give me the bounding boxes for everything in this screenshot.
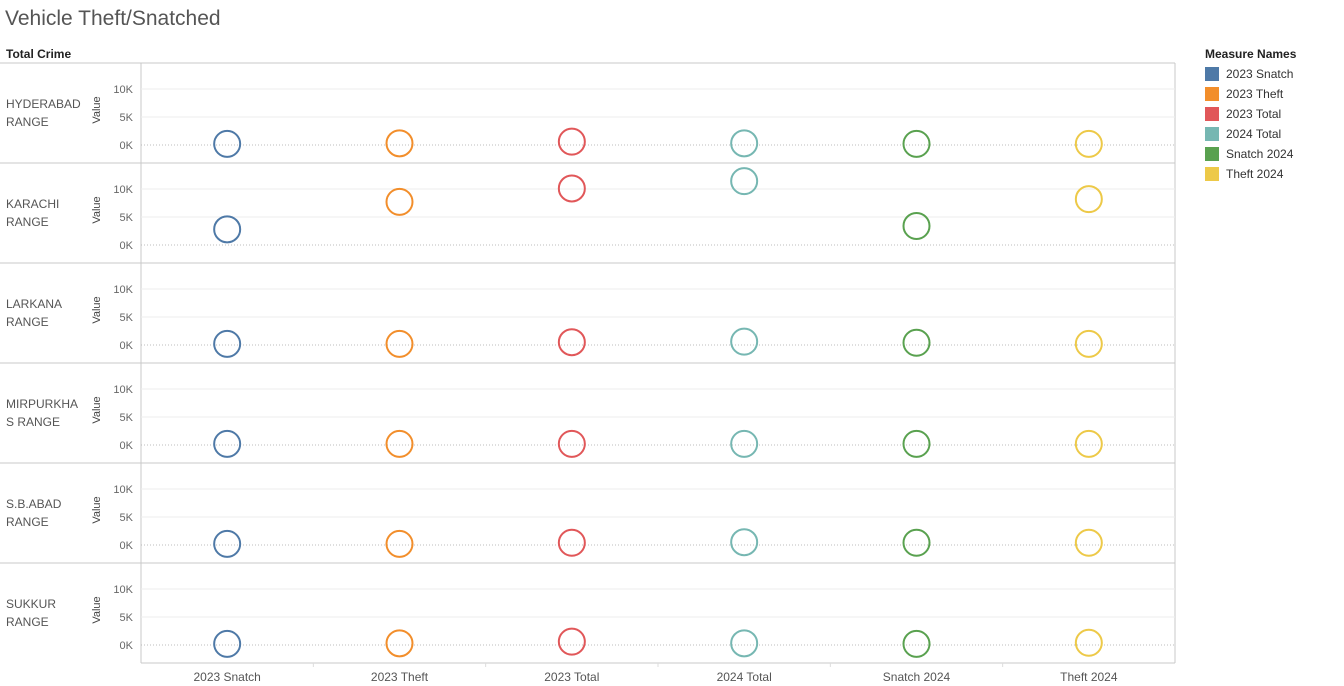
y-tick-label: 10K	[113, 184, 133, 196]
data-point[interactable]	[385, 187, 414, 216]
data-point[interactable]	[557, 429, 586, 458]
data-point[interactable]	[213, 429, 242, 458]
legend-label: Theft 2024	[1226, 167, 1284, 181]
data-point[interactable]	[557, 127, 586, 156]
data-point[interactable]	[1074, 628, 1103, 657]
row-header: Total Crime	[6, 47, 72, 61]
data-point[interactable]	[385, 329, 414, 358]
legend[interactable]: Measure Names 2023 Snatch 2023 Theft 2023 …	[1205, 47, 1296, 184]
y-axis-title: Value	[91, 96, 103, 123]
data-point[interactable]	[213, 629, 242, 658]
x-tick-label: Theft 2024	[1060, 670, 1118, 684]
legend-item[interactable]: 2023 Snatch	[1205, 64, 1296, 84]
data-point[interactable]	[385, 429, 414, 458]
y-tick-label: 0K	[120, 340, 134, 352]
legend-swatch	[1205, 127, 1219, 141]
y-tick-label: 10K	[113, 84, 133, 96]
x-tick-label: 2023 Total	[544, 670, 599, 684]
y-tick-label: 5K	[120, 612, 134, 624]
row-label: SUKKUR RANGE	[6, 597, 56, 629]
x-tick-label: 2024 Total	[717, 670, 772, 684]
y-tick-label: 10K	[113, 584, 133, 596]
data-point[interactable]	[730, 429, 759, 458]
legend-swatch	[1205, 167, 1219, 181]
legend-label: 2024 Total	[1226, 127, 1282, 141]
legend-label: Snatch 2024	[1226, 147, 1294, 161]
y-tick-label: 0K	[120, 540, 134, 552]
x-tick-label: 2023 Snatch	[193, 670, 260, 684]
legend-item[interactable]: 2023 Theft	[1205, 84, 1296, 104]
data-point[interactable]	[1074, 329, 1103, 358]
data-point[interactable]	[213, 129, 242, 158]
y-axis-title: Value	[91, 496, 103, 523]
data-point[interactable]	[1074, 129, 1103, 158]
data-point[interactable]	[213, 215, 242, 244]
x-tick-label: 2023 Theft	[371, 670, 429, 684]
legend-item[interactable]: 2023 Total	[1205, 104, 1296, 124]
y-tick-label: 10K	[113, 384, 133, 396]
y-axis-title: Value	[91, 596, 103, 623]
data-point[interactable]	[902, 629, 931, 658]
data-point[interactable]	[730, 327, 759, 356]
legend-swatch	[1205, 67, 1219, 81]
data-point[interactable]	[902, 429, 931, 458]
data-point[interactable]	[902, 129, 931, 158]
data-point[interactable]	[1074, 528, 1103, 557]
legend-item[interactable]: Snatch 2024	[1205, 144, 1296, 164]
legend-label: 2023 Theft	[1226, 87, 1284, 101]
legend-label: 2023 Total	[1226, 107, 1282, 121]
row-label: MIRPURKHA S RANGE	[6, 397, 78, 429]
y-tick-label: 0K	[120, 440, 134, 452]
data-point[interactable]	[730, 528, 759, 557]
legend-label: 2023 Snatch	[1226, 67, 1294, 81]
legend-swatch	[1205, 147, 1219, 161]
data-point[interactable]	[385, 629, 414, 658]
y-axis-title: Value	[91, 296, 103, 323]
legend-swatch	[1205, 107, 1219, 121]
legend-items: 2023 Snatch 2023 Theft 2023 Total 2024 Tota…	[1205, 64, 1296, 184]
data-point[interactable]	[557, 627, 586, 656]
y-tick-label: 5K	[120, 112, 134, 124]
data-point[interactable]	[213, 529, 242, 558]
data-point[interactable]	[385, 129, 414, 158]
y-tick-label: 5K	[120, 412, 134, 424]
data-point[interactable]	[557, 328, 586, 357]
y-tick-label: 0K	[120, 640, 134, 652]
y-tick-label: 0K	[120, 140, 134, 152]
data-point[interactable]	[730, 629, 759, 658]
row-label: LARKANA RANGE	[6, 297, 62, 329]
row-label: S.B.ABAD RANGE	[6, 497, 62, 529]
y-axis-title: Value	[91, 396, 103, 423]
y-tick-label: 5K	[120, 212, 134, 224]
legend-item[interactable]: 2024 Total	[1205, 124, 1296, 144]
y-tick-label: 10K	[113, 484, 133, 496]
chart-area[interactable]: HYDERABAD RANGE Value 0K 5K 10K KARACHI RANGE Va…	[0, 0, 1190, 686]
y-tick-label: 0K	[120, 240, 134, 252]
data-point[interactable]	[902, 211, 931, 240]
y-axis-title: Value	[91, 196, 103, 223]
data-point[interactable]	[730, 129, 759, 158]
data-point[interactable]	[557, 528, 586, 557]
row-label: KARACHI RANGE	[6, 197, 59, 229]
data-point[interactable]	[213, 329, 242, 358]
y-tick-label: 5K	[120, 312, 134, 324]
data-point[interactable]	[1074, 429, 1103, 458]
y-tick-label: 5K	[120, 512, 134, 524]
data-point[interactable]	[902, 328, 931, 357]
y-tick-label: 10K	[113, 284, 133, 296]
legend-swatch	[1205, 87, 1219, 101]
data-point[interactable]	[1074, 185, 1103, 214]
row-label: HYDERABAD RANGE	[6, 97, 81, 129]
data-point[interactable]	[385, 529, 414, 558]
data-point[interactable]	[557, 174, 586, 203]
legend-title: Measure Names	[1205, 47, 1297, 61]
data-point[interactable]	[730, 167, 759, 196]
legend-item[interactable]: Theft 2024	[1205, 164, 1296, 184]
x-tick-label: Snatch 2024	[883, 670, 951, 684]
chart-title: Vehicle Theft/Snatched	[5, 7, 221, 30]
data-point[interactable]	[902, 528, 931, 557]
